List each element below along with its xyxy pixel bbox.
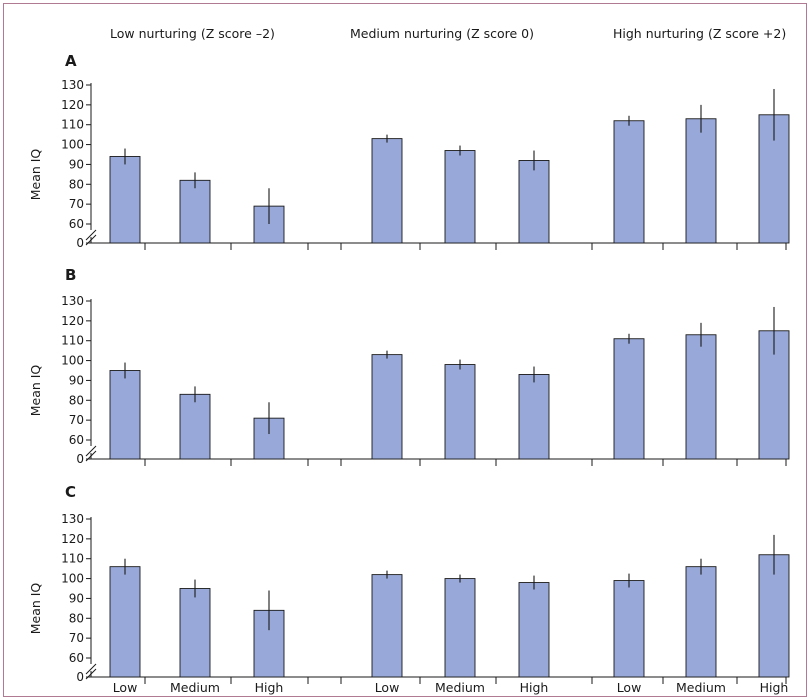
panel-c-bar-high-3	[758, 554, 790, 678]
x-tick-label: Medium	[435, 680, 485, 695]
panel-b-bar-low-3	[613, 338, 645, 460]
panel-c-bar-low-3	[613, 580, 645, 678]
panel-c-y-tick-label: 0	[76, 670, 84, 684]
panel-a-axis-break-mark	[85, 229, 97, 241]
panel-a-label: A	[65, 52, 77, 70]
panel-c-bar-low-1	[109, 566, 141, 678]
panel-b-bar-low-1	[109, 370, 141, 460]
x-tick-label: High	[520, 680, 549, 695]
panel-c-bar-medium-2	[444, 578, 476, 678]
panel-b-y-tick-label: 0	[76, 452, 84, 466]
panel-b-y-axis-label: Mean IQ	[28, 365, 43, 417]
panel-b-bar-medium-1	[179, 393, 211, 460]
x-tick-label: Low	[375, 680, 400, 695]
x-tick-label: Medium	[676, 680, 726, 695]
panel-b-y-tick-label: 110	[61, 334, 84, 348]
panel-a-y-tick-label: 100	[61, 138, 84, 152]
panel-b-bar-medium-2	[444, 364, 476, 460]
panel-c-bar-medium-1	[179, 588, 211, 678]
panel-b-bar-high-2	[518, 374, 550, 460]
panel-c-y-tick-label: 60	[69, 651, 84, 665]
panel-c-y-tick-label: 90	[69, 591, 84, 605]
panel-c-bar-low-2	[371, 574, 403, 678]
panel-a-y-tick-label: 70	[69, 197, 84, 211]
panel-a-y-tick-label: 130	[61, 78, 84, 92]
panel-a-bar-medium-1	[179, 179, 211, 244]
panel-c-y-tick-label: 80	[69, 611, 84, 625]
panel-c: C Mean IQ 0 60 70 80 90 100 110 120 130	[28, 483, 790, 684]
panel-b-bar-medium-3	[685, 334, 717, 460]
panel-a-y-tick-label: 60	[69, 217, 84, 231]
x-tick-label: High	[760, 680, 789, 695]
panel-a: A Mean IQ 0 60 70 80 90 100 110 120 130	[28, 52, 790, 250]
panel-c-y-tick-label: 120	[61, 532, 84, 546]
panel-c-bar-medium-3	[685, 566, 717, 678]
x-tick-label: Low	[617, 680, 642, 695]
panel-c-y-tick-label: 70	[69, 631, 84, 645]
panel-a-bar-medium-3	[685, 118, 717, 244]
header-medium-nurturing: Medium nurturing (Z score 0)	[350, 26, 534, 41]
panel-b-y-tick-label: 120	[61, 314, 84, 328]
panel-b-y-tick-label: 60	[69, 433, 84, 447]
panel-b-y-tick-label: 80	[69, 393, 84, 407]
header-low-nurturing: Low nurturing (Z score –2)	[110, 26, 275, 41]
header-high-nurturing: High nurturing (Z score +2)	[613, 26, 786, 41]
panel-a-y-tick-label: 110	[61, 118, 84, 132]
panel-b-y-tick-label: 70	[69, 413, 84, 427]
panel-b: B Mean IQ 0 60 70 80 90 100 110 120 130	[28, 266, 790, 466]
panel-c-bar-high-2	[518, 582, 550, 678]
figure-frame	[3, 3, 807, 697]
panel-b-y-tick-label: 130	[61, 294, 84, 308]
panel-b-y-tick-label: 100	[61, 354, 84, 368]
panel-a-bar-low-3	[613, 120, 645, 244]
panel-a-bar-low-1	[109, 156, 141, 244]
panel-a-y-tick-label: 0	[76, 236, 84, 250]
panel-c-y-tick-label: 130	[61, 512, 84, 526]
panel-c-label: C	[65, 483, 76, 501]
panel-a-y-tick-label: 90	[69, 157, 84, 171]
panel-c-y-axis-label: Mean IQ	[28, 583, 43, 635]
panel-a-bar-high-2	[518, 160, 550, 244]
panel-a-y-axis-label: Mean IQ	[28, 149, 43, 201]
panel-b-label: B	[65, 266, 76, 284]
panel-a-bar-low-2	[371, 138, 403, 244]
panel-a-y-tick-label: 80	[69, 177, 84, 191]
panel-a-bar-medium-2	[444, 150, 476, 244]
panel-c-axis-break-mark	[85, 663, 97, 675]
panel-c-y-tick-label: 100	[61, 572, 84, 586]
x-tick-label: Medium	[170, 680, 220, 695]
panel-c-y-tick-label: 110	[61, 552, 84, 566]
panel-b-bar-low-2	[371, 354, 403, 460]
panel-a-y-tick-label: 120	[61, 98, 84, 112]
x-tick-label: High	[255, 680, 284, 695]
x-tick-label: Low	[113, 680, 138, 695]
panel-b-axis-break-mark	[85, 445, 97, 457]
panel-b-y-tick-label: 90	[69, 373, 84, 387]
